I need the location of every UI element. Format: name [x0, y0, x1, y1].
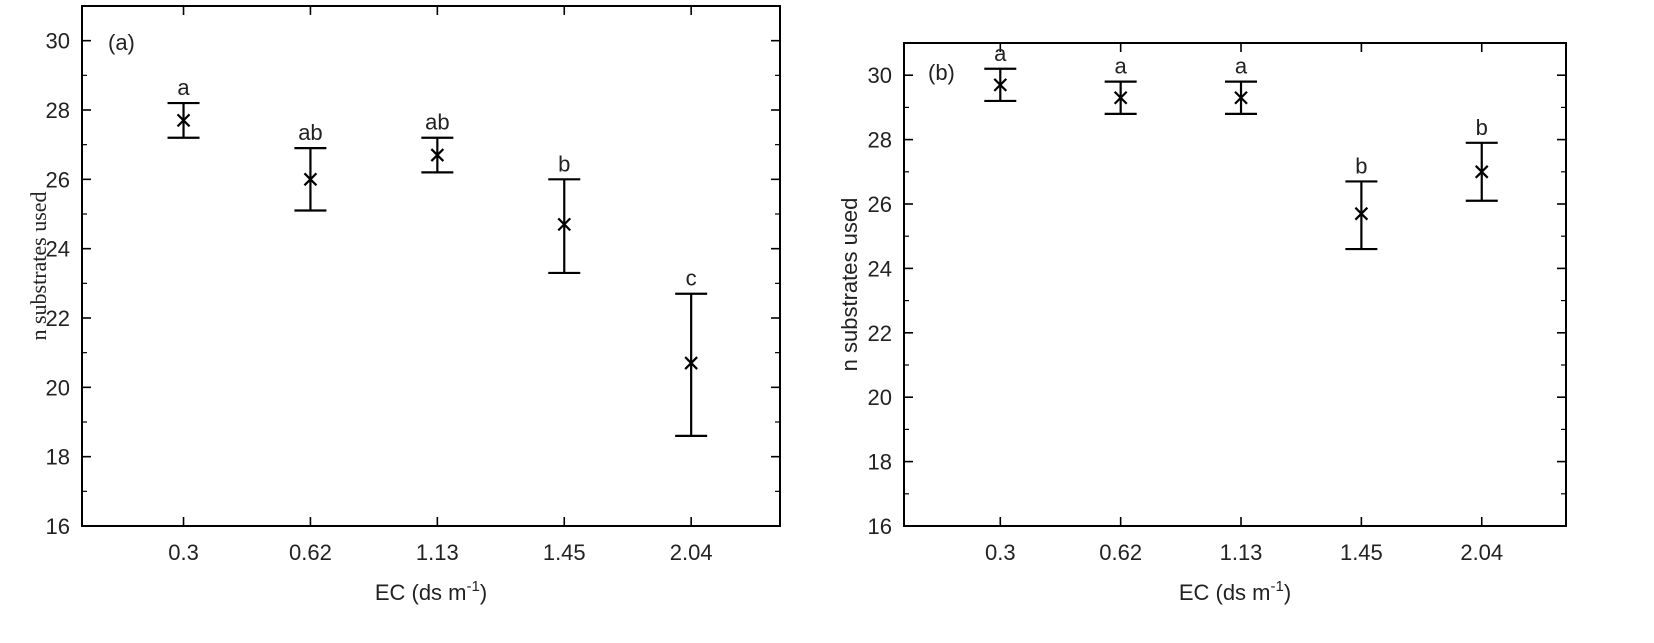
- x-tick-label: 1.45: [1340, 540, 1383, 565]
- y-tick-label: 30: [868, 63, 892, 88]
- significance-label: a: [1235, 54, 1248, 79]
- x-tick-label: 1.13: [416, 540, 459, 565]
- y-tick-label: 20: [46, 375, 70, 400]
- y-axis-title: n substrates used: [26, 191, 51, 340]
- significance-label: ab: [425, 110, 449, 135]
- y-tick-label: 30: [46, 29, 70, 54]
- significance-label: ab: [298, 120, 322, 145]
- significance-label: b: [1476, 115, 1488, 140]
- y-axis-title: n substrates used: [837, 198, 862, 372]
- significance-label: a: [1115, 54, 1128, 79]
- y-tick-label: 18: [46, 445, 70, 470]
- data-point-stroke: [993, 78, 1008, 92]
- plot-frame: [81, 5, 781, 527]
- panel-label: (b): [928, 60, 955, 85]
- data-point-stroke: [1113, 90, 1128, 105]
- significance-label: b: [1355, 153, 1367, 178]
- y-tick-label: 22: [46, 306, 70, 331]
- panel-a: 16 18 20 22 24 26 28 30 0.3 0.62 1.13 1.45 2.04 (a) n …: [26, 5, 781, 605]
- x-axis-title: EC (ds m-1): [375, 578, 487, 605]
- x-tick-label: 2.04: [670, 540, 713, 565]
- y-tick-label: 22: [868, 321, 892, 346]
- significance-label: a: [994, 41, 1007, 66]
- y-tick-label: 28: [868, 128, 892, 153]
- y-tick-label: 18: [868, 450, 892, 475]
- y-tick-label: 24: [46, 237, 70, 262]
- x-tick-label: 1.13: [1220, 540, 1263, 565]
- data-point-stroke: [684, 356, 698, 370]
- panel-label: (a): [108, 30, 135, 55]
- x-tick-label: 0.3: [985, 540, 1016, 565]
- y-tick-label: 26: [868, 192, 892, 217]
- x-tick-label: 0.3: [168, 540, 199, 565]
- y-tick-label: 28: [46, 98, 70, 123]
- y-tick-label: 16: [868, 514, 892, 539]
- data-point-stroke: [1234, 90, 1248, 105]
- x-tick-label: 2.04: [1460, 540, 1503, 565]
- x-tick-label: 0.62: [1099, 540, 1142, 565]
- data-point-stroke: [1354, 206, 1369, 221]
- x-tick-label: 0.62: [289, 540, 332, 565]
- data-point-stroke: [176, 113, 191, 128]
- y-tick-label: 24: [868, 256, 892, 281]
- panel-b: 16 18 20 22 24 26 28 30 0.3 0.62 1.13 1.45 2.04 (b) n …: [837, 41, 1567, 605]
- y-tick-label: 16: [46, 514, 70, 539]
- significance-label: a: [177, 75, 190, 100]
- y-tick-label: 20: [868, 385, 892, 410]
- x-axis-title: EC (ds m-1): [1179, 578, 1291, 605]
- data-point-stroke: [303, 172, 318, 187]
- significance-label: c: [686, 266, 697, 291]
- y-tick-label: 26: [46, 167, 70, 192]
- data-point-stroke: [430, 148, 445, 162]
- significance-label: b: [558, 151, 570, 176]
- data-point-stroke: [557, 217, 572, 232]
- data-point-stroke: [1474, 165, 1489, 179]
- plot-frame: [903, 42, 1567, 527]
- x-tick-label: 1.45: [543, 540, 586, 565]
